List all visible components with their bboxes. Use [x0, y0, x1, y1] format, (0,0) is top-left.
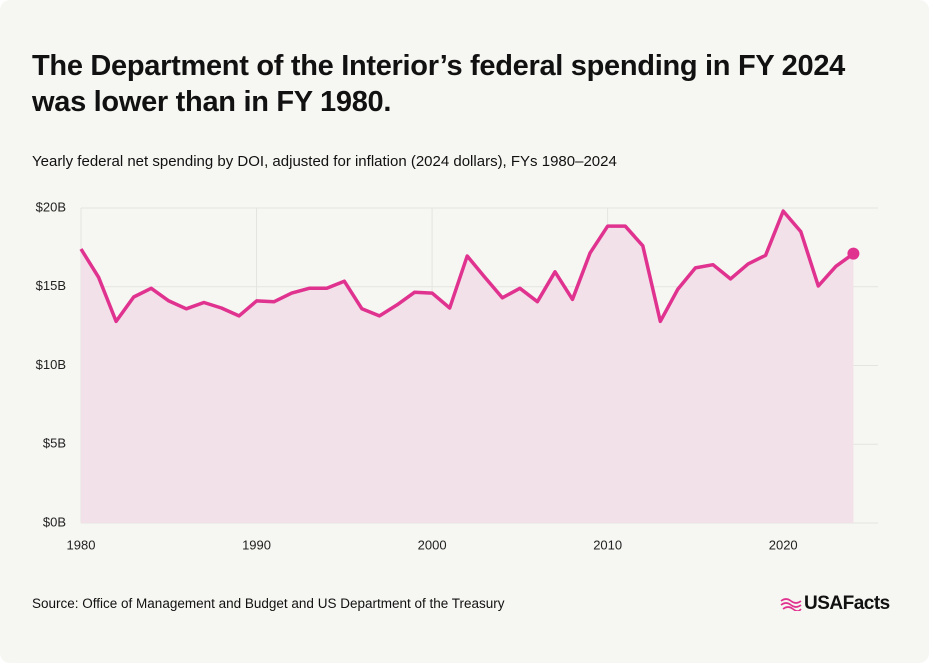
line: [79, 209, 855, 324]
area: [81, 211, 854, 523]
y-tick-label: $5B: [43, 436, 66, 451]
x-tick-label: 1990: [242, 537, 271, 552]
x-tick-label: 2000: [418, 537, 447, 552]
end-point: [847, 247, 860, 260]
y-tick-label: $20B: [36, 199, 66, 214]
logo-icon: [780, 598, 802, 612]
y-tick-label: $15B: [36, 278, 66, 293]
chart-subtitle: Yearly federal net spending by DOI, adju…: [32, 153, 617, 170]
brand-name: USAFacts: [804, 593, 890, 614]
source-note: Source: Office of Management and Budget …: [32, 596, 505, 611]
brand-logo: USAFacts: [780, 593, 890, 615]
chart-title: The Department of the Interior’s federal…: [32, 50, 845, 118]
x-tick-label: 2020: [769, 537, 798, 552]
x-tick-label: 2010: [593, 537, 622, 552]
x-tick-label: 1980: [67, 537, 96, 552]
y-tick-label: $0B: [43, 514, 66, 529]
y-tick-label: $10B: [36, 357, 66, 372]
chart: $0B $5B $10B $15B $20B 1980 1990 2000 2010 2020: [36, 199, 878, 552]
